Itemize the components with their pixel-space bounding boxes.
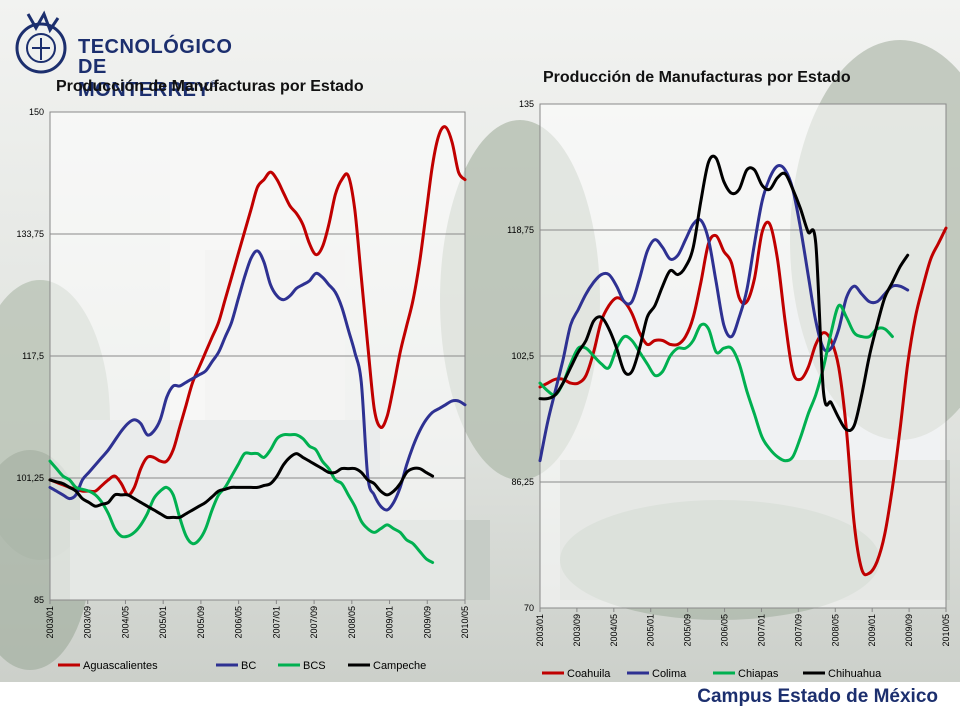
x-tick-label: 2004/05 xyxy=(120,606,130,639)
x-tick-label: 2004/05 xyxy=(609,614,619,647)
left-chart-title: Producción de Manufacturas por Estado xyxy=(56,78,364,95)
x-tick-label: 2009/09 xyxy=(422,606,432,639)
logo-line2: DE MONTERREY® xyxy=(78,56,218,101)
y-tick-label: 135 xyxy=(519,99,534,109)
y-tick-label: 117,5 xyxy=(22,351,44,361)
legend-label-campeche: Campeche xyxy=(373,660,426,672)
x-tick-label: 2003/09 xyxy=(572,614,582,647)
x-tick-label: 2008/05 xyxy=(347,606,357,639)
y-tick-label: 150 xyxy=(29,107,44,117)
x-tick-label: 2007/01 xyxy=(756,614,766,647)
x-tick-label: 2006/05 xyxy=(234,606,244,639)
y-tick-label: 102,5 xyxy=(511,351,534,361)
institution-seal-icon xyxy=(15,10,67,74)
legend-label-coahuila: Coahuila xyxy=(567,668,611,680)
x-tick-label: 2003/01 xyxy=(535,614,545,647)
legend-label-chiapas: Chiapas xyxy=(738,668,779,680)
series-line-chihuahua xyxy=(538,154,910,433)
x-tick-label: 2007/09 xyxy=(309,606,319,639)
x-tick-label: 2008/05 xyxy=(830,614,840,647)
legend-label-bcs: BCS xyxy=(303,660,326,672)
x-tick-label: 2005/09 xyxy=(683,614,693,647)
series-line-campeche xyxy=(48,452,435,520)
x-tick-label: 2005/09 xyxy=(196,606,206,639)
right-chart-title: Producción de Manufacturas por Estado xyxy=(543,69,851,86)
x-tick-label: 2005/01 xyxy=(158,606,168,639)
legend-label-chihuahua: Chihuahua xyxy=(828,668,882,680)
x-tick-label: 2003/01 xyxy=(45,606,55,639)
x-tick-label: 2009/01 xyxy=(867,614,877,647)
series-line-bc xyxy=(48,249,467,512)
series-line-aguascalientes xyxy=(48,125,467,497)
x-tick-label: 2006/05 xyxy=(720,614,730,647)
x-tick-label: 2003/09 xyxy=(83,606,93,639)
series-line-colima xyxy=(538,164,910,463)
x-tick-label: 2007/01 xyxy=(271,606,281,639)
legend-label-bc: BC xyxy=(241,660,256,672)
y-tick-label: 86,25 xyxy=(511,477,534,487)
x-tick-label: 2010/05 xyxy=(941,614,951,647)
series-line-chiapas xyxy=(538,303,894,463)
footer-bar xyxy=(0,682,960,720)
legend-label-aguascalientes: Aguascalientes xyxy=(83,660,158,672)
x-tick-label: 2009/09 xyxy=(904,614,914,647)
y-tick-label: 85 xyxy=(34,595,44,605)
legend-label-colima: Colima xyxy=(652,668,687,680)
y-tick-label: 101,25 xyxy=(16,473,44,483)
campus-footer-label: Campus Estado de México xyxy=(697,686,938,707)
y-tick-label: 118,75 xyxy=(507,225,534,235)
series-line-bcs xyxy=(48,433,435,564)
logo-line1: TECNOLÓGICO xyxy=(78,36,233,58)
x-tick-label: 2007/09 xyxy=(793,614,803,647)
x-tick-label: 2010/05 xyxy=(460,606,470,639)
y-tick-label: 133,75 xyxy=(16,229,44,239)
x-tick-label: 2009/01 xyxy=(385,606,395,639)
tecnologico-de-monterrey-logo: TECNOLÓGICO DE MONTERREY® xyxy=(14,8,232,101)
y-tick-label: 70 xyxy=(524,603,534,613)
x-tick-label: 2005/01 xyxy=(646,614,656,647)
